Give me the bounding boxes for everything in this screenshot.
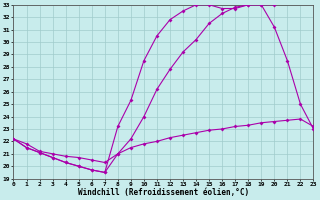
X-axis label: Windchill (Refroidissement éolien,°C): Windchill (Refroidissement éolien,°C) [78, 188, 249, 197]
